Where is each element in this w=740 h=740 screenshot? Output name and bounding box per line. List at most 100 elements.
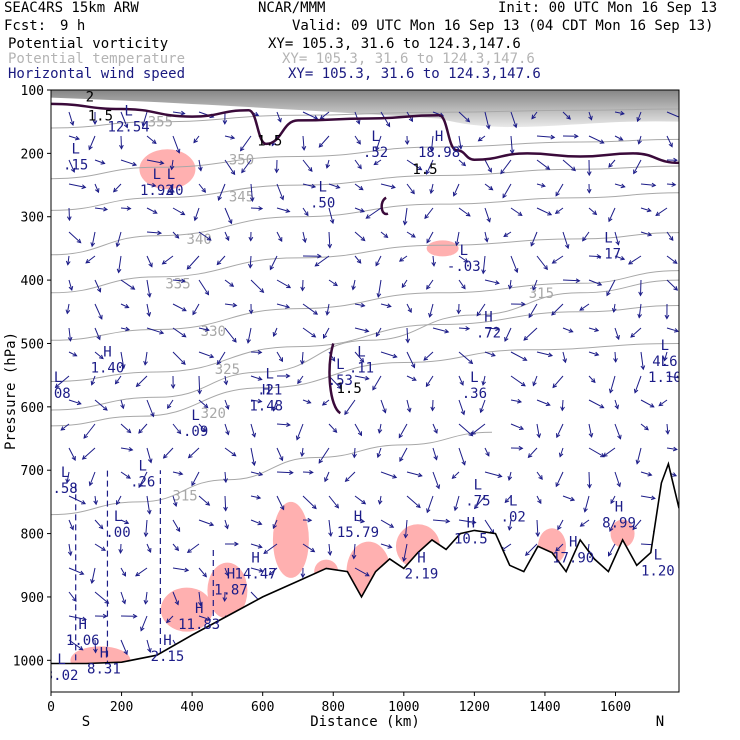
wind-vector [379, 495, 382, 504]
wind-vector [94, 351, 104, 359]
x-tick-label: 1600 [600, 700, 631, 715]
extremum-high-marker: H [79, 617, 87, 633]
isentrope-label: 330 [201, 324, 226, 340]
wind-vector-head [485, 124, 491, 130]
wind-vector [198, 615, 211, 621]
wind-vector [250, 207, 263, 210]
wind-vector [628, 255, 642, 265]
y-tick-label: 100 [21, 84, 44, 99]
wind-vector [172, 423, 181, 434]
wind-vector [198, 519, 214, 526]
wind-vector [510, 399, 522, 403]
wind-vector-head [231, 451, 237, 457]
wind-vector-head [375, 146, 380, 152]
wind-vector [632, 519, 642, 530]
wind-vector-head [118, 548, 124, 554]
wind-vector-head [495, 326, 501, 332]
extremum-low-marker: L [654, 547, 662, 563]
wind-vector [66, 471, 70, 483]
terrain-fill [51, 463, 679, 692]
wind-vector-head [668, 236, 674, 242]
wind-vector-head [646, 207, 652, 213]
wind-vector [250, 279, 264, 293]
wind-vector-head [551, 259, 557, 264]
extremum-low-marker: L [604, 230, 612, 246]
wind-vector-head [610, 499, 615, 505]
wind-vector-head [70, 167, 76, 173]
wind-vector [484, 471, 502, 477]
wind-vector-head [590, 378, 596, 384]
pv-shade-patch [207, 562, 248, 619]
wind-vector [116, 495, 122, 505]
wind-vector-head [620, 183, 626, 189]
wind-vector-head [159, 160, 165, 165]
wind-vector [502, 183, 512, 198]
wind-vector [530, 231, 538, 246]
wind-vector [561, 399, 564, 411]
wind-vector [510, 207, 523, 216]
wind-vector-head [361, 499, 367, 505]
wind-vector-head [560, 406, 565, 412]
wind-vector-head [668, 142, 673, 148]
wind-vector-head [665, 429, 670, 435]
wind-vector [198, 159, 202, 171]
wind-vector-head [640, 365, 646, 371]
extremum-value: 1.48 [249, 399, 283, 415]
wind-vector-head [124, 304, 130, 309]
wind-vector [249, 255, 252, 268]
wind-vector-head [239, 146, 245, 152]
wind-vector [426, 495, 434, 513]
extremum-low-marker: L [470, 370, 478, 386]
wind-vector [484, 279, 500, 284]
legend-wind-name: Horizontal wind speed [8, 66, 186, 82]
wind-vector-head [594, 351, 600, 357]
wind-vector-head [405, 338, 411, 344]
wind-vector [120, 279, 135, 290]
wind-vector [120, 543, 122, 553]
wind-vector-head [78, 645, 84, 651]
wind-vector-head [633, 169, 638, 175]
wind-vector [640, 279, 642, 296]
wind-vector-head [169, 165, 175, 171]
wind-vector [429, 303, 434, 318]
wind-vector-head [620, 255, 626, 261]
wind-vector [193, 135, 200, 143]
wind-vector [638, 135, 642, 144]
wind-vector-head [403, 533, 409, 539]
center-name: NCAR/MMM [258, 0, 326, 16]
wind-vector-head [377, 428, 383, 434]
wind-vector-head [304, 211, 309, 217]
wind-vector-head [356, 259, 362, 264]
wind-vector [638, 303, 642, 318]
wind-vector [630, 327, 642, 338]
wind-vector [269, 255, 278, 270]
wind-vector-head [426, 238, 431, 244]
wind-vector [372, 375, 382, 391]
extremum-high-marker: H [435, 129, 443, 145]
wind-vector [640, 183, 656, 186]
wind-vector [401, 279, 408, 288]
wind-vector [120, 399, 124, 409]
wind-vector [276, 183, 284, 200]
wind-vector-head [254, 111, 260, 117]
extremum-value: .09 [183, 424, 208, 440]
wind-vector [458, 279, 466, 289]
wind-vector [531, 111, 538, 119]
y-tick-label: 900 [21, 591, 44, 606]
wind-vector [504, 327, 512, 342]
wind-vector-head [124, 519, 130, 525]
wind-vector-head [451, 474, 457, 480]
wind-vector-head [377, 499, 383, 505]
wind-vector [68, 111, 74, 126]
wind-vector-head [201, 427, 207, 432]
wind-vector-head [251, 461, 257, 467]
wind-vector [354, 207, 365, 213]
wind-vector-head [344, 410, 349, 416]
wind-vector-head [93, 500, 98, 506]
wind-vector-head [588, 115, 593, 121]
wind-vector [68, 495, 86, 505]
wind-vector [240, 135, 252, 151]
wind-vector [302, 471, 313, 473]
wind-vector-head [116, 500, 121, 506]
wind-vector [614, 351, 617, 362]
